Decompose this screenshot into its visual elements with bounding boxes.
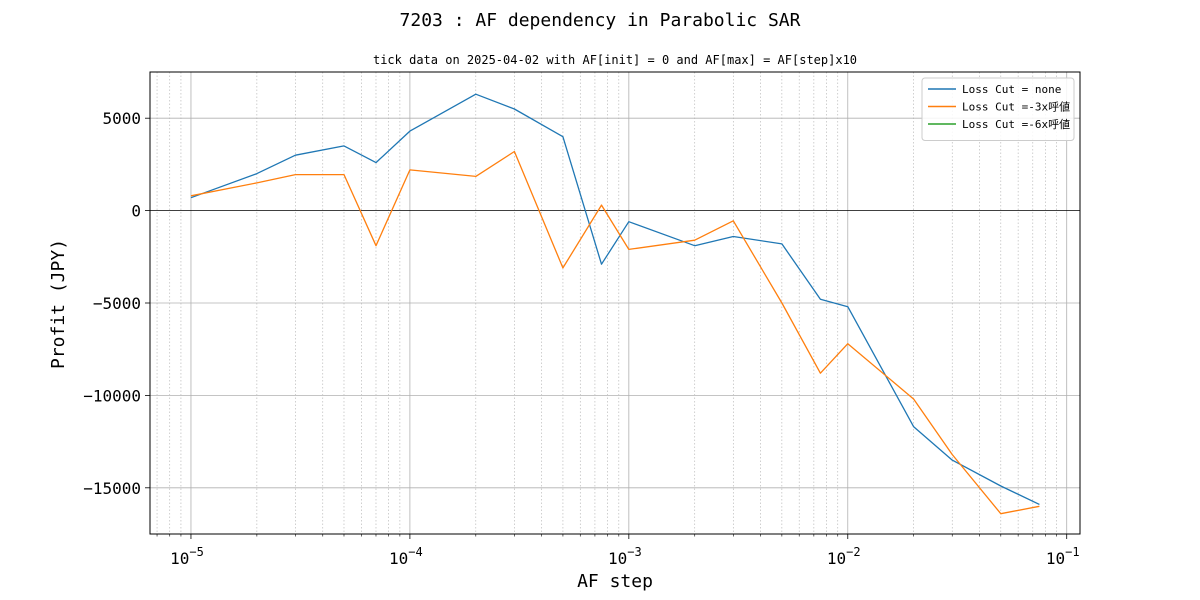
y-tick-label: 5000 — [102, 109, 141, 128]
x-tick-label: 10−5 — [170, 545, 204, 568]
y-axis-label: Profit (JPY) — [48, 239, 69, 369]
x-tick-base: 10 — [170, 549, 189, 568]
x-axis-label: AF step — [577, 571, 653, 592]
x-tick-exponent: −4 — [408, 545, 422, 559]
x-tick-base: 10 — [389, 549, 408, 568]
chart-title: 7203 : AF dependency in Parabolic SAR — [400, 10, 801, 31]
x-tick-base: 10 — [608, 549, 627, 568]
x-tick-base: 10 — [827, 549, 846, 568]
x-tick-label: 10−1 — [1046, 545, 1080, 568]
x-tick-exponent: −2 — [846, 545, 860, 559]
y-tick-label: −15000 — [83, 479, 141, 498]
y-tick-label: −10000 — [83, 386, 141, 405]
y-tick-label: 0 — [131, 202, 141, 221]
legend: Loss Cut = none Loss Cut =-3x呼値 Loss Cut =… — [921, 77, 1075, 141]
chart-subtitle: tick data on 2025-04-02 with AF[init] = … — [373, 53, 857, 67]
plot-area — [149, 71, 1081, 535]
x-tick-label: 10−2 — [827, 545, 861, 568]
series-line-2 — [190, 150, 1040, 515]
x-tick-base: 10 — [1046, 549, 1065, 568]
x-tick-label: 10−3 — [608, 545, 642, 568]
x-tick-exponent: −5 — [189, 545, 203, 559]
series-line-1 — [190, 93, 1040, 505]
x-axis-ticks: 10−5 10−4 10−3 10−2 10−1 — [156, 534, 1080, 568]
legend-box — [921, 77, 1075, 141]
series-group — [190, 93, 1040, 515]
x-tick-exponent: −1 — [1065, 545, 1079, 559]
legend-label-2: Loss Cut =-3x呼値 — [962, 101, 1070, 114]
x-tick-exponent: −3 — [627, 545, 641, 559]
y-tick-label: −5000 — [93, 294, 141, 313]
x-tick-label: 10−4 — [389, 545, 423, 568]
legend-label-3: Loss Cut =-6x呼値 — [962, 118, 1070, 131]
y-axis-ticks: 5000 0 −5000 −10000 −15000 — [83, 109, 150, 498]
legend-label-1: Loss Cut = none — [962, 83, 1061, 96]
